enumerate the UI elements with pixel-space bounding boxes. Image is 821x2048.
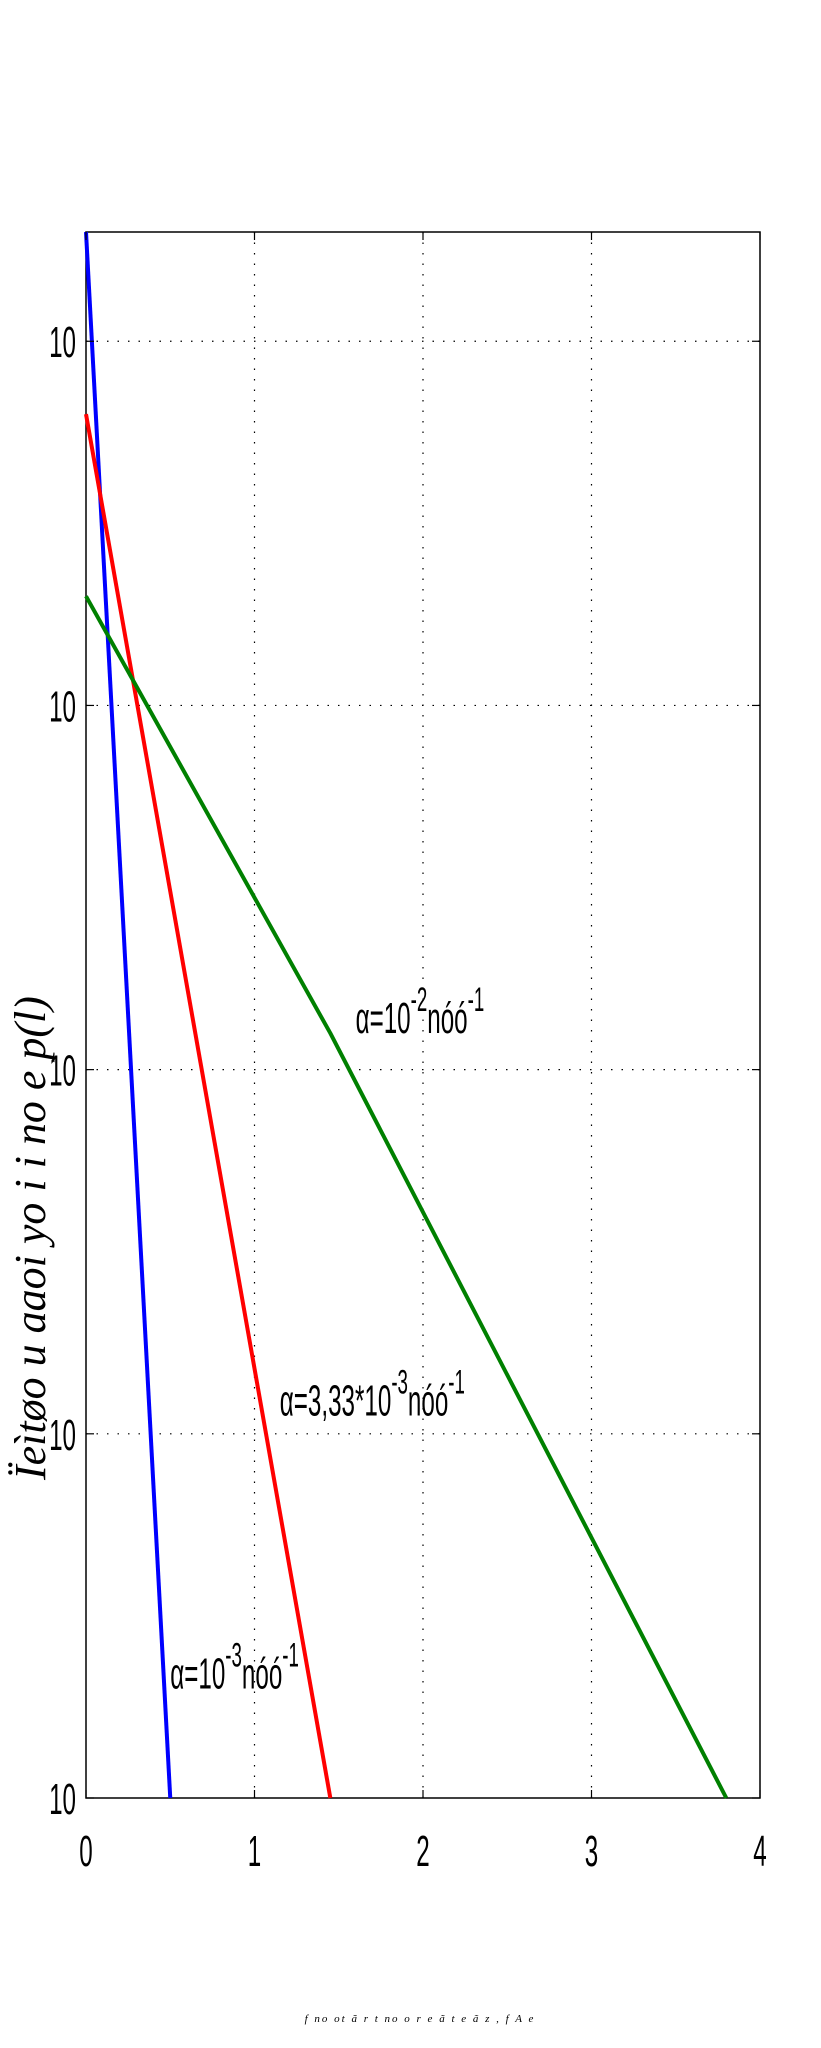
x-tick-label: 4 — [753, 1826, 766, 1876]
series-line-0 — [84, 231, 173, 1799]
y-tick-label: 10 — [49, 318, 76, 368]
y-tick-label: 10 — [49, 1410, 76, 1460]
grid-lines — [86, 232, 760, 1798]
y-tick-label: 10 — [49, 682, 76, 732]
series-line-2 — [84, 595, 729, 1799]
y-tick-label: 10 — [49, 1046, 76, 1096]
x-axis-ticks: 0 1 2 3 4 — [79, 232, 767, 1876]
annotation-text: α=3,33*10-3nóó-1 — [280, 1363, 465, 1426]
series-label-green: α=10-2nóó-1 — [356, 980, 485, 1043]
x-tick-label: 1 — [248, 1826, 261, 1876]
series-label-blue: α=10-3nóó-1 — [170, 1636, 299, 1699]
x-tick-label: 2 — [416, 1826, 429, 1876]
series-line-1 — [84, 413, 333, 1799]
series-label-red: α=3,33*10-3nóó-1 — [280, 1363, 465, 1426]
x-tick-label: 3 — [585, 1826, 598, 1876]
x-tick-label: 0 — [79, 1826, 92, 1876]
y-tick-label: 10 — [49, 1774, 76, 1824]
annotation-text: α=10-3nóó-1 — [170, 1636, 299, 1699]
annotations: α=10-2nóó-1 α=3,33*10-3nóó-1 α=10-3nóó-1 — [170, 980, 484, 1698]
y-axis-label: Ïeìtøo u aaoi yo i i no e p(l) — [6, 996, 55, 1481]
series-layer — [84, 231, 729, 1799]
x-axis-label: f no ot ã r t no o r e ã t e ã z , f A e — [305, 2013, 536, 2025]
annotation-text: α=10-2nóó-1 — [356, 980, 485, 1043]
y-axis-ticks: 10 10 10 10 10 — [49, 318, 760, 1824]
